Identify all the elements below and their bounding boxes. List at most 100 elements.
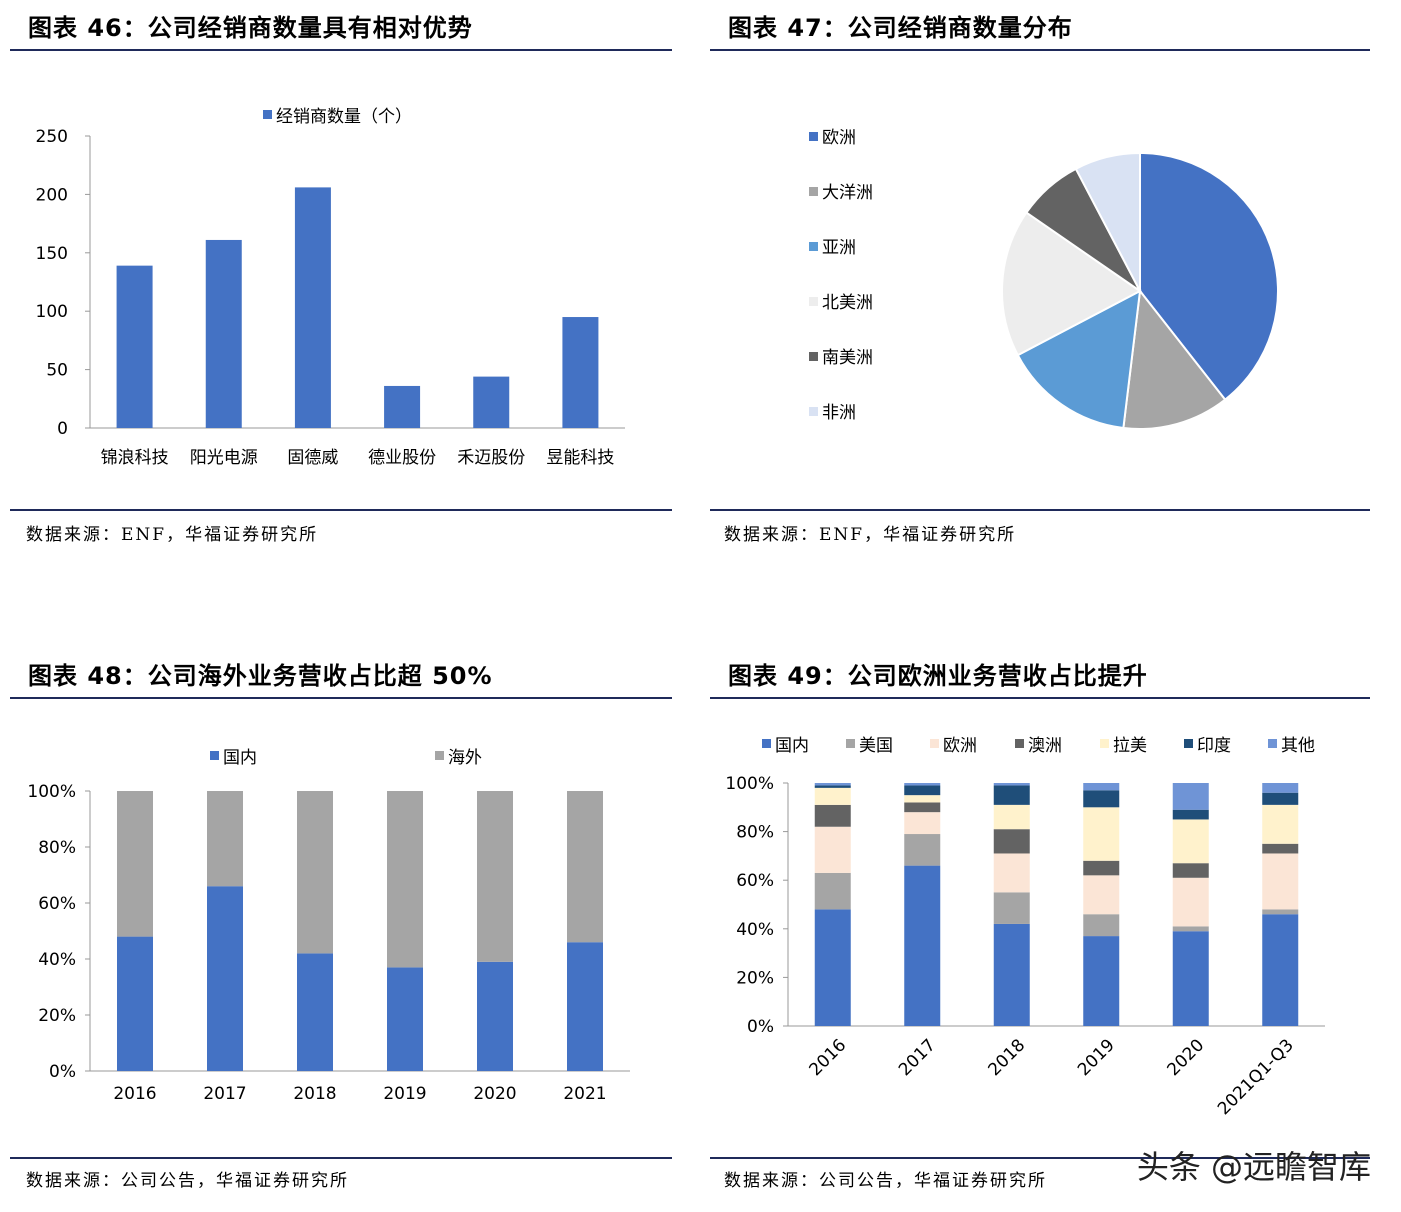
- bar-segment: [1262, 853, 1299, 910]
- bar-segment: [1262, 783, 1299, 793]
- bar-segment: [1083, 936, 1120, 1026]
- title-rule: [710, 49, 1370, 51]
- legend-label: 拉美: [1113, 736, 1147, 756]
- x-tick-label: 2019: [383, 1084, 426, 1104]
- y-tick-label: 100%: [27, 782, 76, 802]
- bar-segment: [117, 791, 153, 937]
- source-rule: [710, 509, 1370, 511]
- source-note: 数据来源：ENF，华福证券研究所: [26, 525, 319, 545]
- bar: [116, 265, 153, 428]
- y-tick-label: 0: [57, 419, 68, 439]
- bar-segment: [387, 791, 423, 968]
- legend-swatch: [809, 242, 818, 251]
- bar-segment: [993, 892, 1030, 924]
- x-tick-label: 2021: [563, 1084, 606, 1104]
- legend-swatch: [1100, 739, 1109, 748]
- legend-label: 海外: [448, 748, 482, 768]
- x-tick-label: 2016: [806, 1035, 851, 1080]
- legend-swatch: [1015, 739, 1024, 748]
- bar-segment: [1172, 819, 1209, 864]
- legend-swatch: [809, 187, 818, 196]
- title-rule: [10, 49, 672, 51]
- legend-label: 美国: [859, 736, 893, 756]
- legend-label: 大洋洲: [822, 183, 873, 203]
- legend-label: 亚洲: [822, 238, 856, 258]
- legend-label: 国内: [223, 748, 257, 768]
- legend-label: 欧洲: [943, 736, 977, 756]
- y-tick-label: 200: [36, 185, 68, 205]
- y-tick-label: 150: [36, 244, 68, 264]
- bar-segment: [297, 953, 333, 1071]
- watermark: 头条 @远瞻智库: [1136, 1148, 1371, 1186]
- bar-segment: [117, 936, 153, 1071]
- legend-swatch: [263, 110, 272, 119]
- bar-segment: [477, 791, 513, 962]
- x-tick-label: 2017: [203, 1084, 246, 1104]
- x-tick-label: 2018: [293, 1084, 336, 1104]
- x-tick-label: 2021Q1-Q3: [1214, 1035, 1298, 1119]
- y-tick-label: 60%: [736, 871, 774, 891]
- legend-label: 国内: [775, 736, 809, 756]
- y-tick-label: 80%: [38, 838, 76, 858]
- bar-segment: [993, 804, 1030, 830]
- bar: [294, 187, 331, 428]
- bar-segment: [993, 853, 1030, 893]
- legend-swatch: [762, 739, 771, 748]
- panel-48: 图表 48：公司海外业务营收占比超 50% 国内 海外 0% 20% 40% 60% 80%…: [10, 648, 672, 1208]
- y-tick-label: 20%: [38, 1006, 76, 1026]
- x-tick-label: 2016: [113, 1084, 156, 1104]
- chart-49: 国内 美国 欧洲 澳洲 拉美 印度 其他 0% 20% 40% 60% 80% 100% 2016 2017…: [725, 736, 1325, 1119]
- pie-slice: [1074, 151, 1141, 292]
- chart-title: 图表 48：公司海外业务营收占比超 50%: [28, 662, 493, 690]
- pie-slice: [1122, 288, 1227, 430]
- y-tick-label: 0%: [49, 1062, 76, 1082]
- y-tick-label: 20%: [736, 968, 774, 988]
- bar-segment: [1262, 804, 1299, 844]
- bar-segment: [993, 785, 1030, 805]
- legend-swatch: [1184, 739, 1193, 748]
- bar-segment: [814, 783, 851, 786]
- legend-swatch: [930, 739, 939, 748]
- panel-47: 图表 47：公司经销商数量分布 欧洲 大洋洲 亚洲 北美洲 南美洲 非洲 数据来源：ENF…: [710, 0, 1372, 560]
- legend-label: 印度: [1197, 736, 1231, 756]
- bar-segment: [1262, 914, 1299, 1026]
- x-tick-label: 2020: [473, 1084, 516, 1104]
- x-tick-label: 2017: [895, 1035, 940, 1080]
- bar-segment: [1083, 807, 1120, 861]
- x-tick-label: 禾迈股份: [457, 448, 525, 468]
- legend-label: 南美洲: [822, 348, 873, 368]
- legend-label: 经销商数量（个）: [276, 107, 412, 127]
- bar-segment: [1083, 860, 1120, 876]
- bar: [205, 239, 242, 428]
- bar: [562, 317, 599, 428]
- x-tick-label: 昱能科技: [546, 448, 614, 468]
- source-note: 数据来源：ENF，华福证券研究所: [724, 525, 1017, 545]
- bar-segment: [814, 872, 851, 910]
- bar-segment: [1083, 783, 1120, 791]
- legend-label: 澳洲: [1028, 736, 1062, 756]
- chart-title: 图表 49：公司欧洲业务营收占比提升: [728, 662, 1148, 690]
- x-tick-label: 2019: [1074, 1035, 1119, 1080]
- panel-46: 图表 46：公司经销商数量具有相对优势 经销商数量（个） 0 50 100 150 200…: [10, 0, 672, 560]
- bar-segment: [904, 812, 941, 835]
- bar-segment: [1083, 790, 1120, 808]
- legend-label: 非洲: [822, 403, 856, 423]
- source-rule: [10, 509, 672, 511]
- y-tick-label: 100%: [725, 774, 774, 794]
- bar-segment: [297, 791, 333, 954]
- bar-segment: [904, 802, 941, 813]
- legend-swatch: [809, 132, 818, 141]
- y-tick-label: 0%: [747, 1017, 774, 1037]
- chart-title: 图表 46：公司经销商数量具有相对优势: [28, 14, 473, 42]
- bar-segment: [1262, 792, 1299, 805]
- title-rule: [10, 697, 672, 699]
- pie-slice: [1016, 289, 1142, 430]
- x-tick-label: 2020: [1164, 1035, 1209, 1080]
- source-note: 数据来源：公司公告，华福证券研究所: [724, 1171, 1047, 1191]
- bar-segment: [814, 785, 851, 788]
- legend-swatch: [1268, 739, 1277, 748]
- chart-title: 图表 47：公司经销商数量分布: [728, 14, 1073, 42]
- title-rule: [710, 697, 1370, 699]
- legend-label: 其他: [1281, 736, 1315, 756]
